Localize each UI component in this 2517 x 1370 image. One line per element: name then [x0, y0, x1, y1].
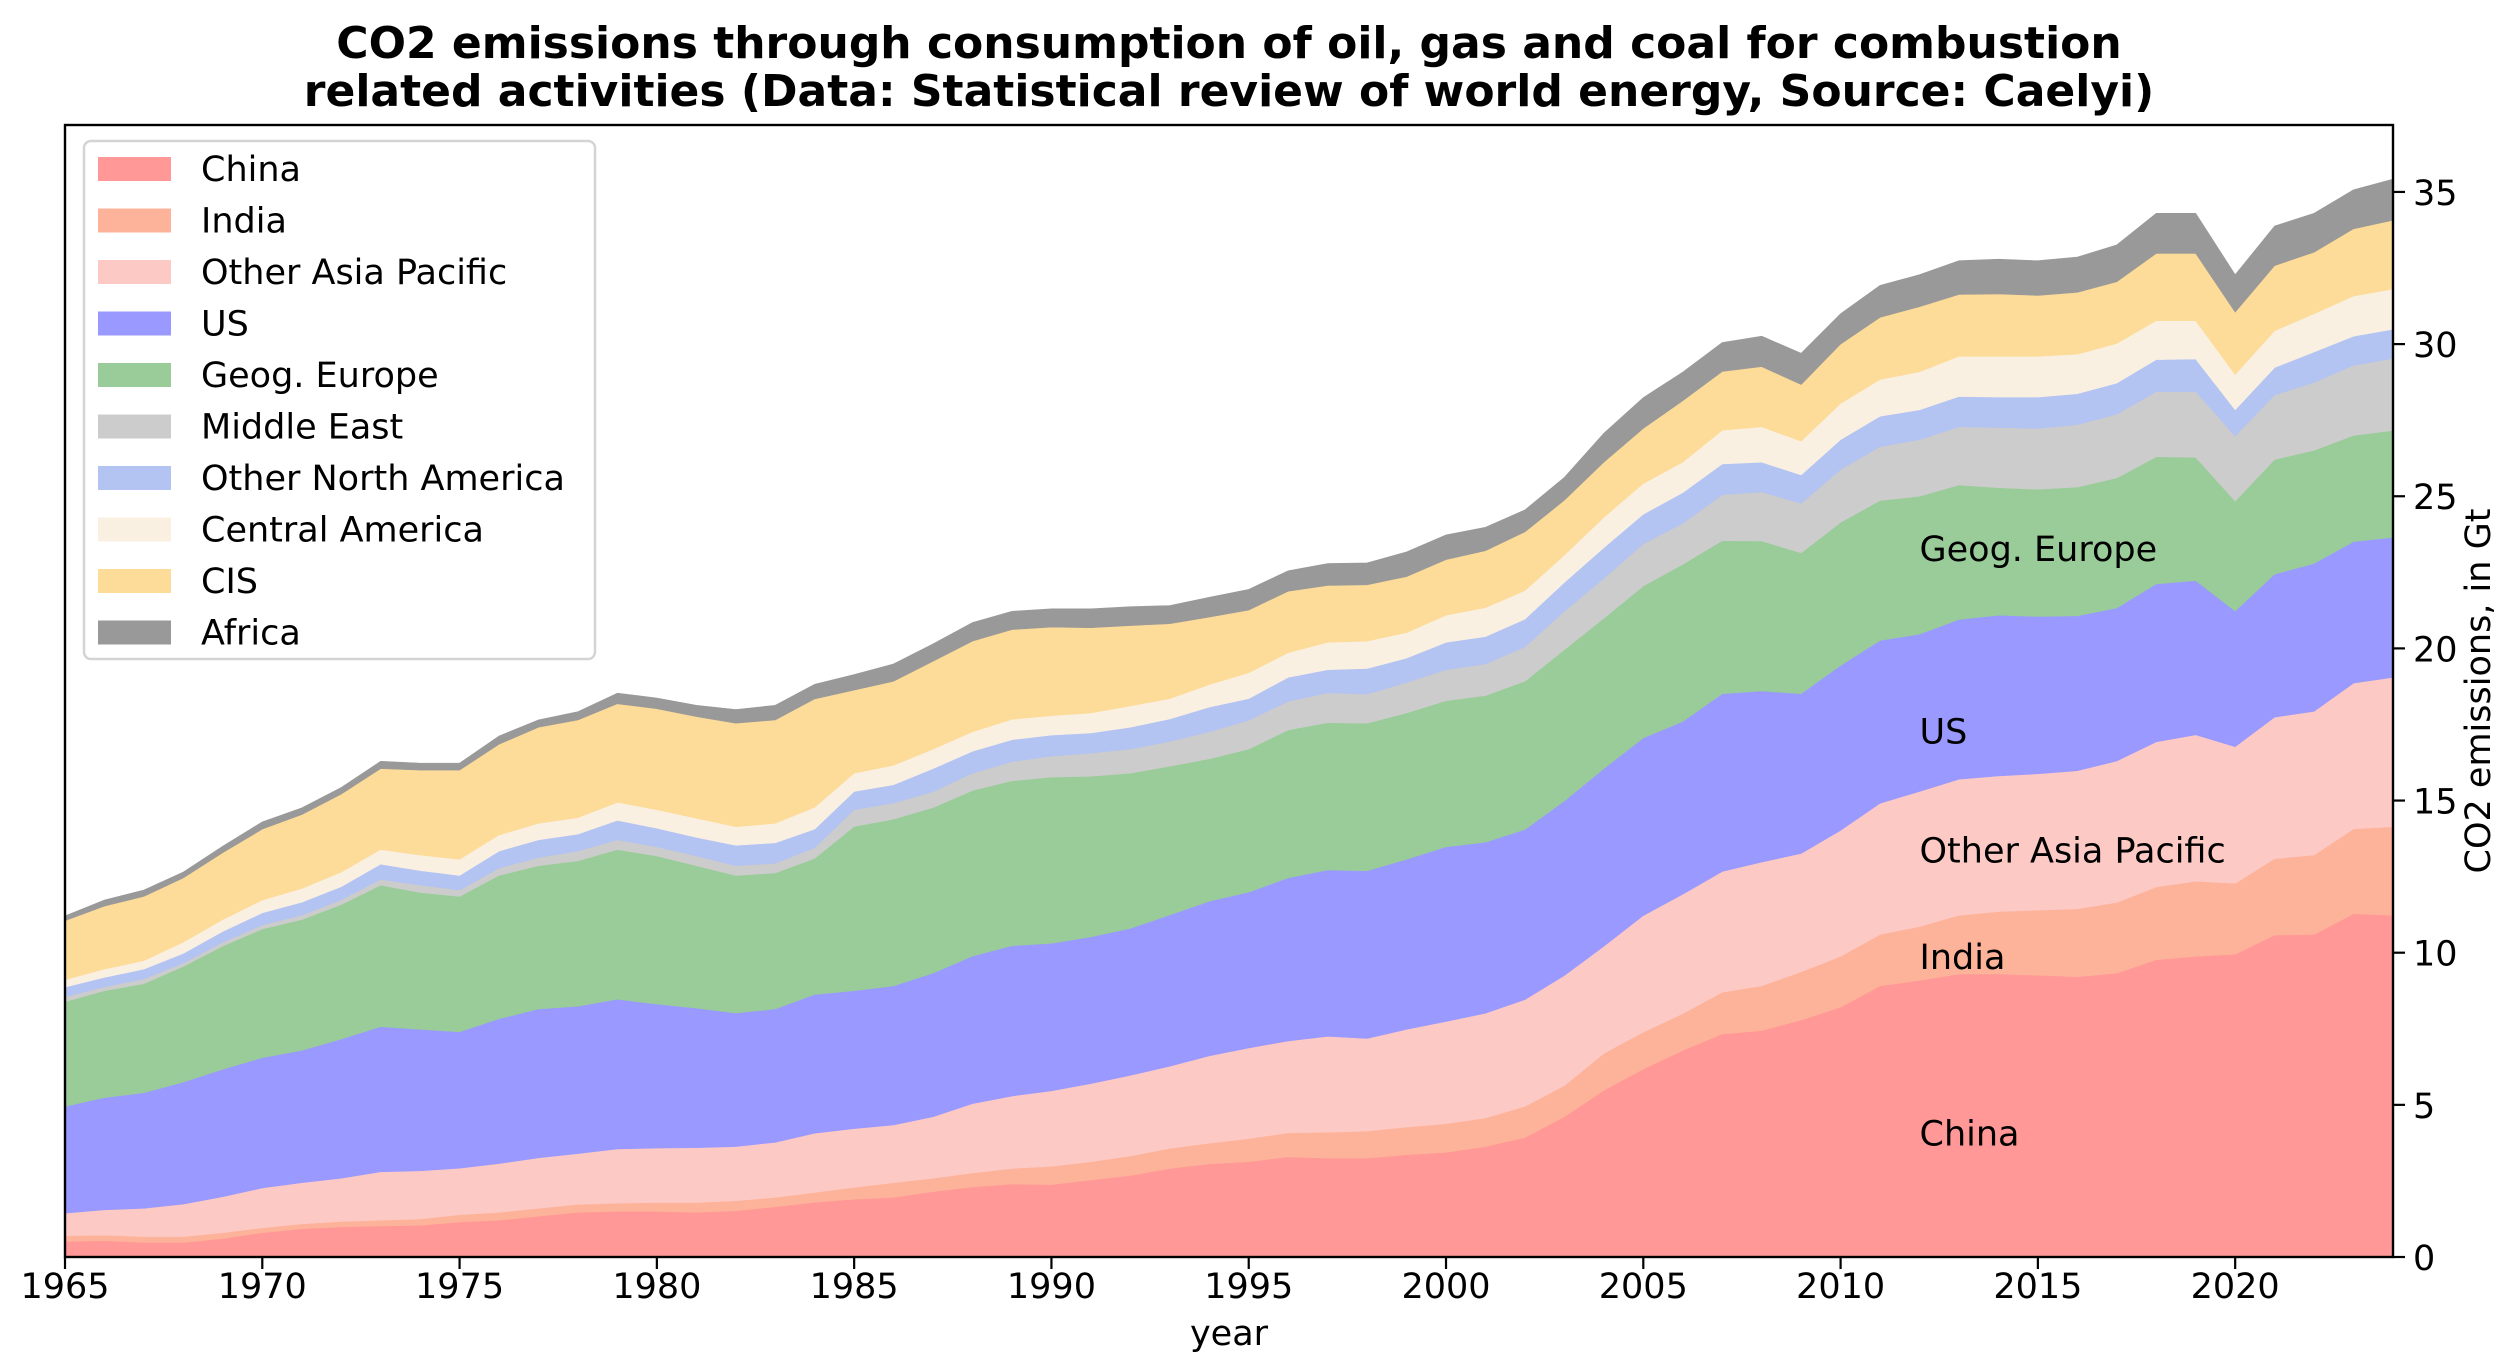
legend-swatch [98, 260, 171, 284]
legend-label: Other Asia Pacific [201, 253, 507, 293]
y-axis-ticks: 0 5 10 15 20 25 30 35 [2393, 174, 2458, 1279]
legend-swatch [98, 517, 171, 542]
y-tick-label: 35 [2413, 174, 2458, 214]
legend-swatch [98, 414, 171, 439]
x-tick-label: 1995 [1204, 1267, 1293, 1307]
x-tick-label: 1965 [20, 1267, 109, 1307]
x-tick-label: 1990 [1007, 1267, 1096, 1307]
x-tick-label: 1975 [415, 1267, 504, 1307]
legend-items: China India Other Asia Pacific US Geog. Euro… [98, 150, 565, 654]
legend-label: Central America [201, 511, 484, 551]
legend-label: Other North America [201, 459, 565, 499]
chart-title: CO2 emissions through consumption of oil… [304, 18, 2154, 117]
annotation-other-asia-pacific: Other Asia Pacific [1920, 831, 2226, 871]
chart-title-line-2: related activities (Data: Statistical re… [304, 66, 2154, 117]
annotation-geog-europe: Geog. Europe [1920, 530, 2158, 570]
legend-swatch [98, 466, 171, 490]
legend-item-cis: CIS [98, 562, 258, 602]
x-tick-label: 2005 [1599, 1267, 1688, 1307]
legend-item-other-asia-pacific: Other Asia Pacific [98, 253, 507, 293]
y-tick-label: 15 [2413, 783, 2458, 823]
legend-label: Africa [201, 614, 301, 654]
legend-label: CIS [201, 562, 258, 602]
legend-label: Geog. Europe [201, 356, 439, 396]
legend-item-middle-east: Middle East [98, 408, 403, 448]
y-tick-label: 30 [2413, 326, 2458, 366]
y-tick-label: 5 [2413, 1087, 2435, 1127]
x-axis-ticks: 1965 1970 1975 1980 1985 1990 1995 2000 2005 2010… [20, 1257, 2280, 1307]
legend-swatch [98, 157, 171, 181]
area-layers [64, 178, 2394, 1258]
legend-item-china: China [98, 150, 301, 190]
area-annotations: China India Other Asia Pacific US Geog. Euro… [1920, 530, 2226, 1154]
y-tick-label: 0 [2413, 1239, 2435, 1279]
legend-item-us: US [98, 305, 249, 345]
legend-label: Middle East [201, 408, 403, 448]
legend-item-africa: Africa [98, 614, 301, 654]
legend-swatch [98, 363, 171, 387]
annotation-india: India [1920, 938, 2006, 978]
y-axis-label: CO2 emissions, in Gt [2459, 509, 2499, 874]
y-tick-label: 25 [2413, 478, 2458, 518]
legend-label: India [201, 202, 287, 242]
x-tick-label: 2010 [1796, 1267, 1885, 1307]
x-tick-label: 1985 [810, 1267, 899, 1307]
x-tick-label: 2000 [1401, 1267, 1490, 1307]
legend-item-central-america: Central America [98, 511, 484, 551]
legend-swatch [98, 569, 171, 593]
legend-frame [82, 139, 597, 661]
legend-swatch [98, 208, 171, 233]
x-tick-label: 2015 [1993, 1267, 2082, 1307]
y-tick-label: 20 [2413, 630, 2458, 670]
legend-item-other-north-america: Other North America [98, 459, 565, 499]
annotation-us: US [1920, 713, 1968, 753]
legend-label: China [201, 150, 301, 190]
legend-item-india: India [98, 202, 287, 242]
chart-title-line-1: CO2 emissions through consumption of oil… [336, 18, 2121, 69]
x-tick-label: 1980 [612, 1267, 701, 1307]
x-axis-label: year [1190, 1314, 1269, 1354]
legend-item-geog-europe: Geog. Europe [98, 356, 439, 396]
legend: China India Other Asia Pacific US Geog. Euro… [82, 139, 597, 661]
legend-label: US [201, 305, 249, 345]
x-tick-label: 2020 [2191, 1267, 2280, 1307]
legend-swatch [98, 620, 171, 645]
x-tick-label: 1970 [218, 1267, 307, 1307]
y-tick-label: 10 [2413, 935, 2458, 975]
plot-frame [63, 123, 2395, 1259]
legend-swatch [98, 311, 171, 336]
annotation-china: China [1920, 1114, 2020, 1154]
